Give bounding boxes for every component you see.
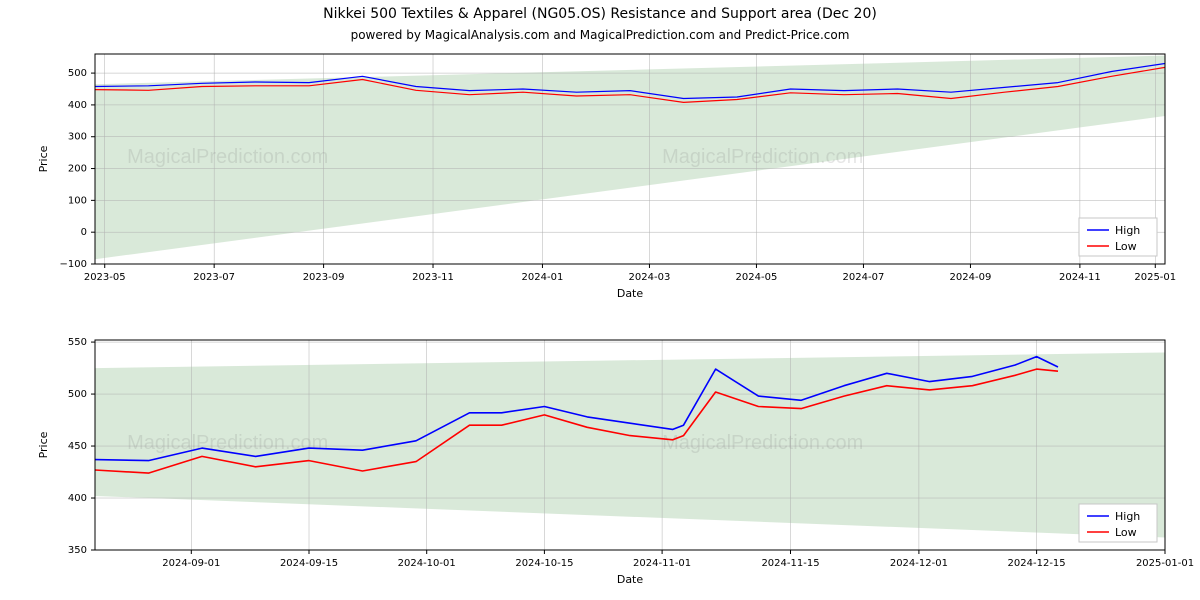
x-tick-label: 2025-01-01 [1136, 558, 1194, 569]
y-tick-label: 500 [68, 389, 87, 400]
y-tick-label: 350 [68, 545, 87, 556]
x-tick-label: 2024-11-15 [761, 558, 819, 569]
x-tick-label: 2024-10-15 [515, 558, 573, 569]
watermark-text: MagicalPrediction.com [127, 432, 328, 454]
y-axis-label: Price [37, 431, 50, 458]
x-tick-label: 2024-09-15 [280, 558, 338, 569]
x-tick-label: 2024-09-01 [162, 558, 220, 569]
watermark-text: MagicalPrediction.com [662, 432, 863, 454]
legend-label: Low [1115, 526, 1137, 539]
y-tick-label: 400 [68, 493, 87, 504]
x-tick-label: 2024-12-15 [1008, 558, 1066, 569]
y-tick-label: 550 [68, 337, 87, 348]
bottom-chart: MagicalPrediction.com MagicalPrediction.c… [0, 0, 1200, 600]
x-axis-label: Date [617, 573, 644, 586]
legend-label: High [1115, 510, 1140, 523]
x-tick-label: 2024-10-01 [398, 558, 456, 569]
x-tick-label: 2024-12-01 [890, 558, 948, 569]
x-tick-label: 2024-11-01 [633, 558, 691, 569]
y-tick-label: 450 [68, 441, 87, 452]
